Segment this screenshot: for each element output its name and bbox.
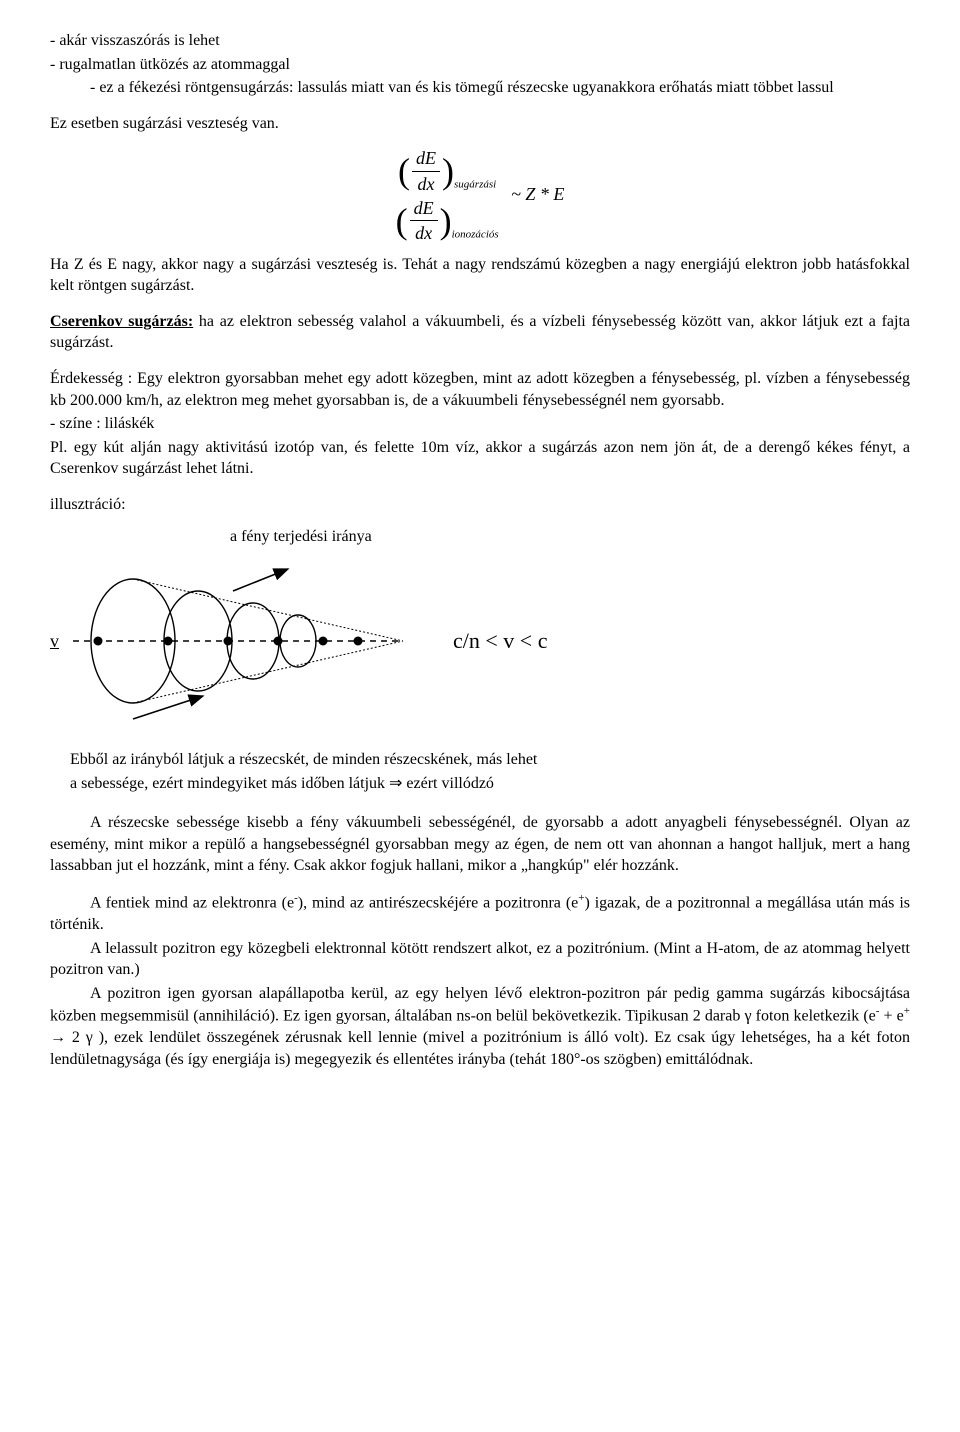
- formula-sub-ion: ionozációs: [452, 228, 499, 240]
- paragraph-8: A pozitron igen gyorsan alapállapotba ke…: [50, 983, 910, 1071]
- v-label: v: [50, 629, 59, 653]
- bullet-1: - akár visszaszórás is lehet: [50, 30, 910, 52]
- p8-sup2: +: [904, 1005, 910, 1017]
- paragraph-3: Érdekesség : Egy elektron gyorsabban meh…: [50, 368, 910, 411]
- paragraph-4: Pl. egy kút alján nagy aktivitású izotóp…: [50, 437, 910, 480]
- illustration-caption: a fény terjedési iránya: [230, 526, 910, 548]
- illustration-block: a fény terjedési iránya v c/n < v < c: [50, 526, 910, 732]
- p8b: + e: [879, 1008, 903, 1025]
- paragraph-3b: - színe : liláskék: [50, 413, 910, 435]
- formula-dE-1: dE: [412, 146, 440, 170]
- paragraph-2: Ha Z és E nagy, akkor nagy a sugárzási v…: [50, 254, 910, 297]
- p8c: → 2 γ ), ezek lendület összegének zérusn…: [50, 1029, 910, 1068]
- p6b: ), mind az antirészecskéjére a pozitronr…: [298, 894, 579, 911]
- p8a: A pozitron igen gyorsan alapállapotba ke…: [50, 985, 910, 1025]
- formula-rhs: ~ Z * E: [511, 184, 564, 204]
- caption2-line1: Ebből az irányból látjuk a részecskét, d…: [70, 749, 910, 771]
- formula-dx-2: dx: [410, 220, 438, 245]
- paragraph-6: A fentiek mind az elektronra (e-), mind …: [50, 891, 910, 936]
- bullet-3: - ez a fékezési röntgensugárzás: lassulá…: [50, 77, 910, 99]
- bullet-3-text: - ez a fékezési röntgensugárzás: lassulá…: [90, 79, 834, 96]
- formula-block: ( dEdx ) sugárzási ( dEdx ) ionozációs ~…: [50, 146, 910, 245]
- caption2-line2: a sebessége, ezért mindegyiket más időbe…: [70, 773, 910, 795]
- formula-dE-2: dE: [410, 196, 438, 220]
- cserenkov-title: Cserenkov sugárzás:: [50, 313, 193, 330]
- paragraph-loss: Ez esetben sugárzási veszteség van.: [50, 113, 910, 135]
- paragraph-5: A részecske sebessége kisebb a fény váku…: [50, 812, 910, 877]
- p6a: A fentiek mind az elektronra (e: [90, 894, 294, 911]
- illustration-label: illusztráció:: [50, 494, 910, 516]
- cserenkov-diagram: [63, 551, 423, 731]
- cserenkov-paragraph: Cserenkov sugárzás: ha az elektron sebes…: [50, 311, 910, 354]
- formula-dx-1: dx: [412, 171, 440, 196]
- cn-inequality: c/n < v < c: [453, 626, 547, 656]
- formula-sub-sug: sugárzási: [454, 179, 496, 191]
- paragraph-7: A lelassult pozitron egy közegbeli elekt…: [50, 938, 910, 981]
- bullet-2: - rugalmatlan ütközés az atommaggal: [50, 54, 910, 76]
